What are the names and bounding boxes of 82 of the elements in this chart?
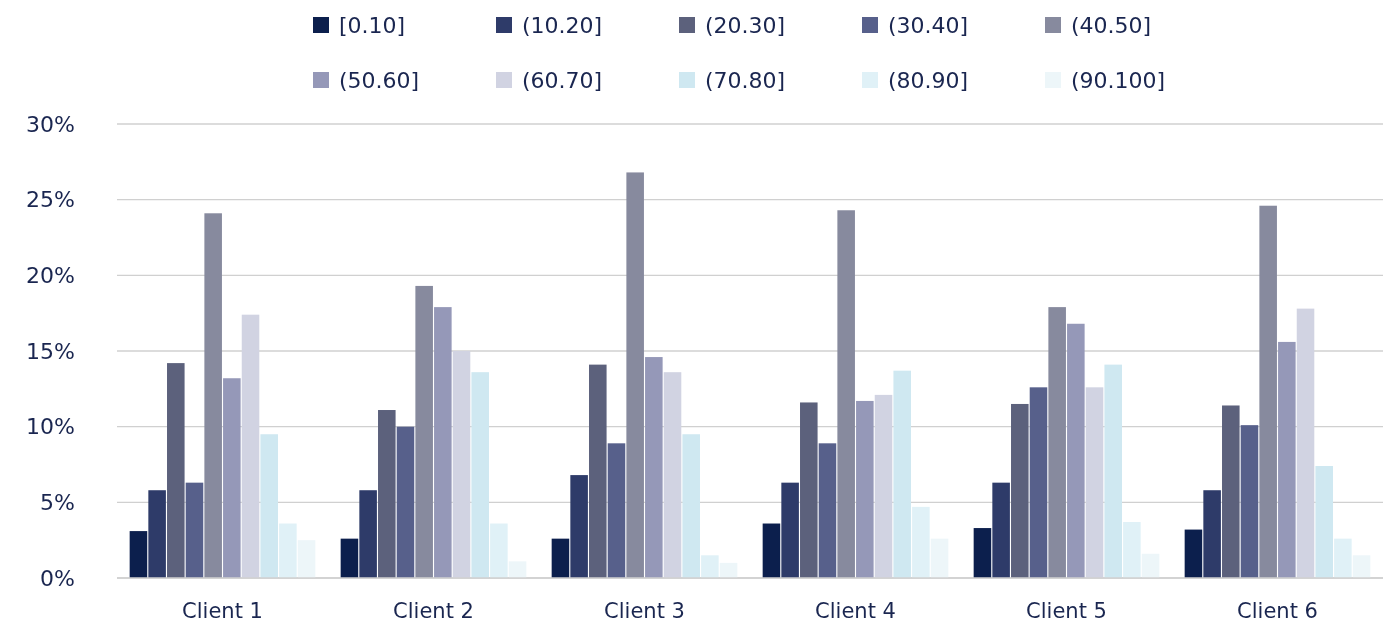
bar [148, 490, 166, 578]
bar [837, 210, 855, 578]
bar [1029, 387, 1048, 578]
bar [1222, 405, 1240, 578]
legend-label: (10.20] [522, 12, 603, 38]
bar [359, 490, 377, 578]
bar [1123, 522, 1141, 578]
legend-label: (90.100] [1071, 67, 1166, 93]
bar [223, 378, 241, 578]
bar [663, 372, 682, 578]
bar [490, 523, 508, 578]
bar [1278, 341, 1296, 578]
legend-label: (40.50] [1071, 12, 1152, 38]
bar [762, 523, 781, 578]
legend-label: [0.10] [339, 12, 406, 38]
x-tick-label: Client 6 [1237, 599, 1318, 623]
bar [297, 540, 316, 578]
x-tick-label: Client 2 [393, 599, 474, 623]
bar [973, 528, 992, 578]
bar [185, 482, 204, 578]
y-tick-label: 10% [26, 414, 75, 440]
bar [434, 307, 452, 578]
bar [452, 351, 471, 578]
bar [260, 434, 278, 578]
bar [204, 213, 222, 578]
bar [1296, 308, 1315, 578]
bar [626, 172, 644, 578]
bar [570, 475, 588, 578]
legend-label: (50.60] [339, 67, 420, 93]
bar [279, 523, 297, 578]
bar [992, 482, 1010, 578]
bar [1259, 205, 1277, 578]
y-tick-label: 15% [26, 338, 75, 364]
bar [471, 372, 489, 578]
x-tick-label: Client 5 [1026, 599, 1107, 623]
bar [1203, 490, 1221, 578]
bar [378, 410, 396, 578]
y-tick-label: 5% [40, 490, 75, 516]
bar [1240, 425, 1259, 578]
bar [1048, 307, 1066, 578]
bar [167, 363, 185, 578]
legend-label: (70.80] [705, 67, 786, 93]
bar [682, 434, 700, 578]
x-tick-label: Client 3 [604, 599, 685, 623]
bar [1011, 403, 1029, 578]
bar [1104, 364, 1122, 578]
bar [241, 314, 260, 578]
bar [1184, 529, 1203, 578]
bar [856, 400, 874, 578]
bar [607, 443, 626, 578]
bar [874, 394, 893, 578]
bar [701, 555, 719, 578]
bar [1067, 323, 1085, 578]
y-tick-label: 30% [26, 111, 75, 137]
x-tick-label: Client 1 [182, 599, 263, 623]
bar [930, 538, 949, 578]
bar [800, 402, 818, 578]
y-tick-label: 0% [40, 565, 75, 591]
bar [781, 482, 799, 578]
bar [589, 364, 607, 578]
bar [1141, 553, 1160, 578]
x-tick-label: Client 4 [815, 599, 896, 623]
bar [912, 506, 930, 578]
bar [129, 531, 148, 578]
bar [340, 538, 359, 578]
y-tick-label: 25% [26, 187, 75, 213]
bar [645, 357, 663, 578]
bar [893, 370, 911, 578]
bar [396, 426, 415, 578]
legend-label: (60.70] [522, 67, 603, 93]
legend-label: (80.90] [888, 67, 969, 93]
bar [1334, 538, 1352, 578]
y-tick-label: 20% [26, 263, 75, 289]
bar [415, 285, 433, 578]
bar [1085, 387, 1104, 578]
legend-label: (20.30] [705, 12, 786, 38]
bar [1315, 466, 1333, 578]
bar [1352, 555, 1371, 578]
bar [818, 443, 837, 578]
legend-label: (30.40] [888, 12, 969, 38]
bar [551, 538, 570, 578]
bar [508, 561, 527, 578]
